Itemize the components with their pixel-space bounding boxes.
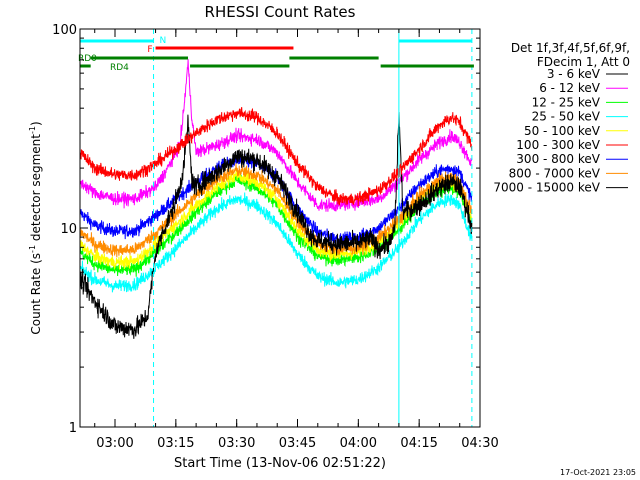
x-axis-label: Start Time (13-Nov-06 02:51:22): [174, 456, 386, 471]
state-label-f: F: [147, 45, 152, 55]
series-line-25-50-kev: [79, 192, 473, 293]
chart-title: RHESSI Count Rates: [205, 3, 356, 21]
series-line-6-12-kev: [79, 59, 473, 212]
legend-label: 800 - 7000 keV: [509, 166, 601, 180]
x-tick-label: 04:30: [461, 436, 498, 451]
timestamp: 17-Oct-2021 23:05: [560, 468, 636, 477]
y-axis-label: Count Rate (s-1 detector segment-1): [28, 121, 43, 334]
series-line-50-100-kev: [79, 169, 473, 271]
legend-label: 7000 - 15000 keV: [493, 181, 600, 195]
x-tick-label: 03:00: [96, 436, 133, 451]
y-tick-label: 10: [60, 222, 77, 237]
series-line-3-6-kev: [79, 111, 473, 339]
state-label-n: N: [160, 36, 167, 46]
x-tick-label: 04:00: [340, 436, 377, 451]
legend-label: 3 - 6 keV: [547, 67, 601, 81]
y-label-part: ): [29, 121, 43, 126]
y-label-part: detector segment: [29, 134, 43, 245]
y-tick-label: 100: [52, 23, 77, 38]
legend-label: 50 - 100 keV: [524, 124, 601, 138]
x-tick-label: 03:15: [157, 436, 194, 451]
y-label-exponent: -1: [28, 245, 37, 253]
legend-label: 25 - 50 keV: [532, 110, 601, 124]
x-tick-label: 03:30: [218, 436, 255, 451]
legend-header-line: Det 1f,3f,4f,5f,6f,9f,: [511, 41, 630, 55]
state-label-rd4: RD4: [110, 63, 129, 73]
legend-label: 6 - 12 keV: [539, 81, 601, 95]
y-label-exponent: -1: [28, 126, 37, 134]
y-tick-label: 1: [69, 421, 77, 436]
legend-label: 12 - 25 keV: [532, 95, 601, 109]
x-tick-label: 03:45: [279, 436, 316, 451]
x-tick-label: 04:15: [400, 436, 437, 451]
legend-label: 100 - 300 keV: [516, 138, 600, 152]
axis-ticks: 1 10 100 03:00 03:15 03:30 03:45 04:00 04:15 04:3…: [52, 23, 499, 451]
legend-header-line: FDecim 1, Att 0: [537, 55, 630, 69]
series-line-12-25-kev: [79, 174, 473, 277]
y-label-part: Count Rate (s: [29, 253, 43, 335]
legend: Det 1f,3f,4f,5f,6f,9f, FDecim 1, Att 0 3…: [493, 41, 630, 195]
legend-label: 300 - 800 keV: [516, 152, 600, 166]
state-label-rd0: RD0: [78, 54, 97, 64]
series-line-100-300-kev: [79, 107, 473, 207]
